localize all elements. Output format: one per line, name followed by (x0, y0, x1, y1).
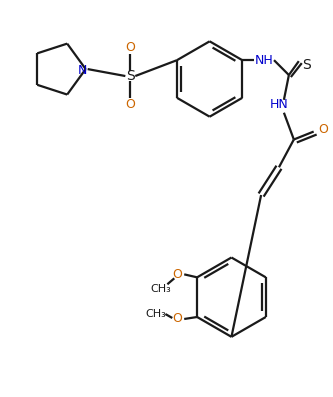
Text: S: S (126, 69, 135, 83)
Text: O: O (125, 41, 135, 54)
Text: NH: NH (255, 54, 273, 67)
Text: HN: HN (270, 98, 288, 111)
Text: S: S (302, 58, 311, 72)
Text: O: O (172, 268, 182, 281)
Text: O: O (172, 312, 182, 326)
Text: O: O (125, 98, 135, 111)
Text: O: O (319, 123, 329, 136)
Text: N: N (78, 64, 87, 77)
Text: CH₃: CH₃ (145, 309, 166, 319)
Text: CH₃: CH₃ (150, 284, 171, 294)
